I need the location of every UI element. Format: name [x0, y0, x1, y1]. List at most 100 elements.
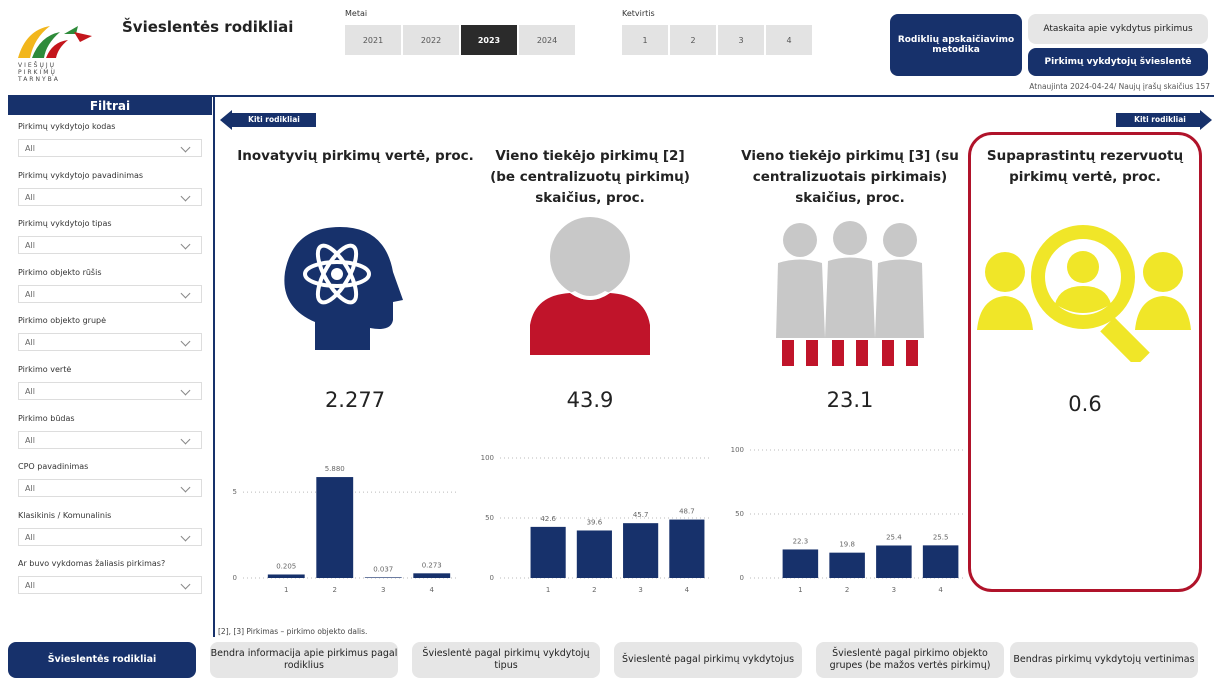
y-tick-label: 0: [233, 574, 237, 582]
group-icon: [776, 221, 924, 366]
x-tick-label: 2: [845, 586, 849, 594]
x-tick-label: 1: [546, 586, 550, 594]
x-tick-label: 4: [938, 586, 943, 594]
year-option[interactable]: 2022: [403, 25, 459, 55]
x-tick-label: 4: [430, 586, 435, 594]
quarter-option[interactable]: 1: [622, 25, 668, 55]
filter: Klasikinis / Komunalinis All: [8, 507, 212, 556]
year-option[interactable]: 2024: [519, 25, 575, 55]
prev-nav[interactable]: Kiti rodikliai: [220, 110, 316, 130]
filter-value[interactable]: All: [25, 144, 35, 153]
logo-text: VIEŠŲJŲ PIRKIMŲ TARNYBA: [18, 62, 60, 83]
filter-label: Pirkimo vertė: [18, 364, 72, 374]
innovation-icon: [284, 227, 403, 350]
card-title: Inovatyvių pirkimų vertė, proc.: [237, 148, 474, 164]
card-value: 43.9: [566, 388, 614, 412]
bar: [413, 573, 451, 578]
filter-label: Klasikinis / Komunalinis: [18, 510, 112, 520]
year-label: Metai: [345, 9, 368, 18]
bar: [530, 526, 566, 578]
filter-dropdown[interactable]: All: [18, 479, 202, 498]
filter-value[interactable]: All: [25, 484, 35, 494]
tab[interactable]: Švieslentė pagal pirkimų vykdytojus: [614, 642, 802, 678]
tab[interactable]: Bendra informacija apie pirkimus pagal r…: [210, 642, 398, 678]
methodology-button[interactable]: Rodiklių apskaičiavimo metodika: [890, 14, 1022, 76]
filter-value[interactable]: All: [25, 192, 35, 202]
quarter-option[interactable]: 2: [670, 25, 716, 55]
filter-label: Pirkimų vykdytojo pavadinimas: [18, 170, 144, 180]
filter-dropdown[interactable]: All: [18, 527, 202, 546]
next-nav-label[interactable]: Kiti rodikliai: [1134, 115, 1186, 124]
filter-dropdown[interactable]: All: [18, 333, 202, 352]
bar: [576, 530, 612, 578]
bar: [876, 545, 912, 578]
year-option[interactable]: 2023: [461, 25, 517, 55]
tab[interactable]: Švieslentė pagal pirkimų vykdytojų tipus: [412, 642, 600, 678]
y-tick-label: 0: [740, 574, 744, 582]
year-option[interactable]: 2021: [345, 25, 401, 55]
value-label: 19.8: [839, 541, 855, 549]
filter-dropdown[interactable]: All: [18, 430, 202, 449]
prev-nav-label[interactable]: Kiti rodikliai: [248, 115, 300, 124]
x-tick-label: 2: [592, 586, 596, 594]
tab-bar: Švieslentės rodikliai Bendra informacija …: [8, 642, 1214, 679]
filter-value[interactable]: All: [25, 532, 35, 542]
tab[interactable]: Švieslentė pagal pirkimo objekto grupes …: [816, 642, 1004, 678]
next-nav[interactable]: Kiti rodikliai: [1116, 110, 1212, 130]
highlight-frame: [968, 132, 1202, 592]
value-label: 0.205: [276, 562, 296, 570]
value-label: 22.3: [793, 537, 809, 545]
logo-line: PIRKIMŲ: [18, 69, 57, 76]
bar: [364, 577, 402, 578]
filter: Pirkimų vykdytojo kodas All: [8, 118, 212, 167]
x-tick-label: 4: [685, 586, 690, 594]
filter-dropdown[interactable]: All: [18, 381, 202, 400]
filter-label: Pirkimo būdas: [18, 413, 75, 423]
y-tick-label: 5: [233, 488, 237, 496]
filter: Pirkimo vertė All: [8, 361, 212, 410]
filter-dropdown[interactable]: All: [18, 576, 202, 595]
filter-label: Pirkimų vykdytojo tipas: [18, 219, 112, 229]
search-people-icon: [977, 225, 1191, 362]
x-tick-label: 1: [798, 586, 802, 594]
filter-value[interactable]: All: [25, 289, 35, 299]
filter-value[interactable]: All: [25, 241, 35, 251]
filter-dropdown[interactable]: All: [18, 139, 202, 157]
quarter-option[interactable]: 3: [718, 25, 764, 55]
filter-dropdown[interactable]: All: [18, 187, 202, 206]
quarter-option[interactable]: 4: [766, 25, 812, 55]
value-label: 48.7: [679, 508, 695, 516]
quarter-label: Ketvirtis: [622, 9, 655, 18]
report-button[interactable]: Ataskaita apie vykdytus pirkimus: [1028, 14, 1208, 44]
tab[interactable]: Bendras pirkimų vykdytojų vertinimas: [1010, 642, 1198, 678]
filter: Pirkimų vykdytojo pavadinimas All: [8, 167, 212, 216]
person-icon: [530, 217, 650, 355]
sidebar-title: Filtrai: [8, 97, 212, 115]
filter-label: Pirkimo objekto rūšis: [18, 267, 102, 277]
card-title: Supaprastintų rezervuotų pirkimų vertė, …: [986, 148, 1184, 185]
filter-dropdown[interactable]: All: [18, 236, 202, 255]
filter-value[interactable]: All: [25, 338, 35, 348]
card-value: 0.6: [1068, 392, 1102, 416]
x-tick-label: 3: [638, 586, 642, 594]
logo-line: VIEŠŲJŲ: [18, 62, 57, 69]
year-options: 2021 2022 2023 2024: [345, 25, 575, 55]
page-title: Švieslentės rodikliai: [122, 18, 294, 36]
tab[interactable]: Švieslentės rodikliai: [8, 642, 196, 678]
logo-icon: [18, 26, 92, 58]
filter-dropdown[interactable]: All: [18, 284, 202, 303]
filter-label: Pirkimų vykdytojo kodas: [18, 122, 116, 131]
updated-note: Atnaujinta 2024-04-24/ Naujų įrašų skaič…: [1029, 82, 1210, 91]
sidebar-rule: [213, 97, 215, 637]
filter-value[interactable]: All: [25, 435, 35, 445]
filter-value[interactable]: All: [25, 581, 35, 591]
card-title: Vieno tiekėjo pirkimų [3] (su centralizu…: [741, 148, 959, 206]
card-title: Vieno tiekėjo pirkimų [2] (be centralizu…: [490, 148, 690, 206]
board-button[interactable]: Pirkimų vykdytojų švieslentė: [1028, 48, 1208, 76]
value-label: 25.4: [886, 533, 902, 541]
filter-value[interactable]: All: [25, 386, 35, 396]
filter-label: Ar buvo vykdomas žaliasis pirkimas?: [18, 559, 166, 569]
filter-list: Pirkimų vykdytojo kodas All Pirkimų vykdyt…: [8, 118, 212, 604]
filter: Ar buvo vykdomas žaliasis pirkimas? All: [8, 555, 212, 604]
